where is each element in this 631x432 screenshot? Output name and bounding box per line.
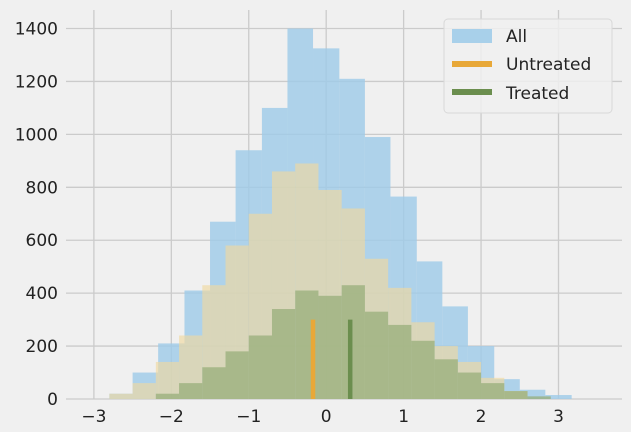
x-tick-label: −1: [236, 407, 261, 427]
bar-treated: [341, 285, 365, 399]
legend-label-treated: Treated: [505, 84, 569, 104]
legend-item-untreated: Untreated: [452, 55, 591, 75]
y-axis-ticks: 0 200 400 600 800 1000 1200 1400: [15, 20, 58, 410]
bar-treated: [225, 351, 249, 399]
y-tick-label: 800: [26, 178, 58, 198]
bar-treated: [481, 383, 505, 399]
legend-label-all: All: [506, 27, 527, 47]
legend-item-treated: Treated: [452, 84, 569, 104]
histogram-bars: [109, 28, 572, 400]
x-tick-label: −2: [159, 407, 184, 427]
bar-treated: [155, 393, 180, 399]
y-tick-label: 1200: [15, 72, 58, 92]
legend-label-untreated: Untreated: [506, 55, 591, 75]
x-tick-label: −3: [81, 407, 106, 427]
y-tick-label: 400: [26, 284, 58, 304]
x-axis-ticks: −3 −2 −1 0 1 2 3: [81, 407, 564, 427]
bar-untreated: [155, 361, 180, 399]
bar-treated: [457, 372, 482, 399]
bar-treated: [364, 311, 389, 399]
x-tick-label: 1: [398, 407, 409, 427]
bar-all: [519, 389, 546, 399]
y-tick-label: 200: [26, 337, 58, 357]
bar-treated: [434, 359, 458, 399]
legend-swatch-all: [452, 29, 492, 43]
bar-treated: [527, 396, 551, 399]
y-tick-label: 0: [47, 390, 58, 410]
legend-item-all: All: [452, 27, 527, 47]
legend-swatch-treated: [452, 89, 492, 95]
y-tick-label: 1400: [15, 20, 58, 40]
bar-all: [545, 395, 572, 399]
legend: All Untreated Treated: [443, 18, 613, 114]
bar-treated: [202, 367, 226, 399]
bar-treated: [179, 383, 203, 399]
bar-untreated: [132, 383, 156, 399]
bar-treated: [318, 295, 342, 399]
bar-untreated: [109, 393, 133, 399]
series-treated: [155, 285, 551, 399]
x-tick-label: 3: [553, 407, 564, 427]
x-tick-label: 2: [476, 407, 487, 427]
bar-treated: [504, 391, 528, 399]
y-tick-label: 600: [26, 231, 58, 251]
mean-lines: [310, 319, 353, 399]
bar-treated: [411, 340, 435, 399]
legend-swatch-untreated: [452, 61, 492, 67]
y-tick-label: 1000: [15, 125, 58, 145]
bar-treated: [271, 309, 296, 399]
x-tick-label: 0: [321, 407, 332, 427]
bar-treated: [248, 335, 272, 399]
bar-treated: [388, 324, 412, 399]
